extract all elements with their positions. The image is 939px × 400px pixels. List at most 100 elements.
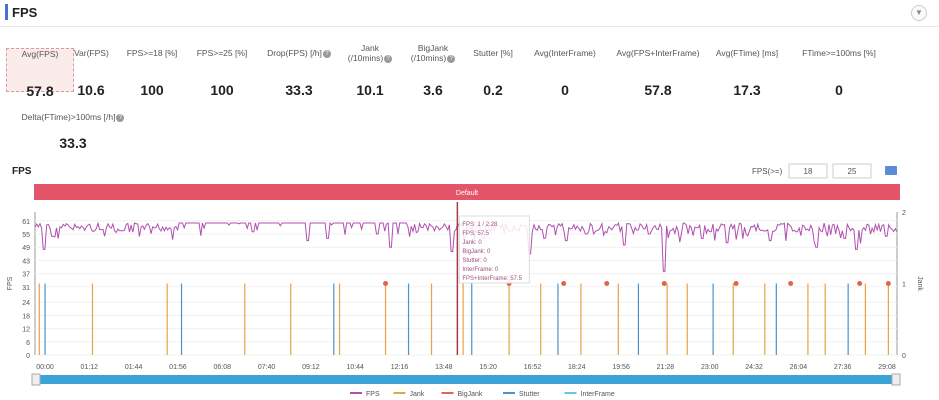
bigjank-marker	[733, 281, 739, 286]
band-label: Default	[456, 190, 478, 197]
x-tick-label: 06:08	[213, 364, 231, 371]
x-tick-label: 29:08	[878, 364, 896, 371]
metric-var-fps[interactable]: Var(FPS) 10.6	[74, 48, 109, 98]
metric-value: 57.8	[26, 83, 54, 99]
metric-avg-fps-interframe[interactable]: Avg(FPS+InterFrame) 57.8	[612, 48, 704, 98]
metric-value: 3.6	[423, 82, 443, 98]
metric-avg-interframe[interactable]: Avg(InterFrame) 0	[530, 48, 600, 98]
y-tick-label: 37	[22, 272, 30, 279]
fps-chart: FPS FPS(>=) 18 25Default0612182431374349556…	[7, 163, 923, 398]
metric-value: 0.2	[483, 82, 503, 98]
y-tick-label: 18	[22, 313, 30, 320]
metric-value: 10.6	[77, 82, 105, 98]
chart-title: FPS	[12, 166, 32, 177]
section-title: FPS	[12, 5, 38, 20]
metric-jank-10mins[interactable]: Jank (/10mins)? 10.1	[345, 43, 395, 98]
metric-label: Stutter [%]	[473, 48, 513, 58]
metric-value: 33.3	[59, 135, 87, 151]
metric-label: Avg(InterFrame)	[534, 48, 596, 58]
tooltip-line: BigJank: 0	[462, 249, 491, 255]
x-tick-label: 01:12	[81, 364, 99, 371]
help-icon[interactable]: ?	[384, 54, 393, 63]
y-tick-label: 24	[22, 300, 30, 307]
metric-value: 0	[561, 82, 569, 98]
y-tick-label: 12	[22, 327, 30, 334]
help-icon[interactable]: ?	[322, 49, 331, 58]
help-icon[interactable]: ?	[116, 113, 125, 122]
y-tick-label: 55	[22, 232, 30, 239]
threshold-input-2[interactable]	[832, 163, 872, 179]
x-tick-label: 24:32	[745, 364, 763, 371]
y-tick-label: 61	[22, 219, 30, 226]
bigjank-marker	[788, 281, 794, 286]
tooltip-line: InterFrame: 0	[462, 267, 499, 273]
bigjank-marker	[383, 281, 389, 286]
metric-value: 10.1	[356, 82, 384, 98]
metric-fps-25[interactable]: FPS>=25 [%] 100	[190, 48, 254, 98]
metric-value: 33.3	[285, 82, 313, 98]
bigjank-marker	[604, 281, 610, 286]
help-icon[interactable]: ?	[447, 54, 456, 63]
x-tick-label: 13:48	[435, 364, 453, 371]
bigjank-marker	[885, 281, 891, 286]
chart-settings-icon[interactable]	[885, 166, 897, 175]
metric-label: FPS>=18 [%]	[126, 48, 178, 58]
y-tick-label: 43	[22, 258, 30, 265]
x-tick-label: 09:12	[302, 364, 320, 371]
x-tick-label: 15:20	[479, 364, 497, 371]
x-tick-label: 07:40	[258, 364, 276, 371]
x-tick-label: 01:44	[125, 364, 143, 371]
metric-label: FPS>=25 [%]	[196, 48, 248, 58]
time-scrollbar[interactable]	[35, 375, 897, 384]
metric-value: 17.3	[733, 82, 761, 98]
y2-tick-label: 2	[902, 210, 906, 217]
metric-label: Delta(FTime)>100ms [/h]?	[18, 112, 128, 122]
chevron-down-icon[interactable]: ▼	[911, 5, 927, 21]
section-accent-bar	[5, 4, 8, 20]
bigjank-marker	[661, 281, 667, 286]
x-tick-label: 00:00	[36, 364, 54, 371]
x-tick-label: 16:52	[524, 364, 542, 371]
threshold-value-2: 25	[848, 167, 857, 176]
bigjank-marker	[561, 281, 567, 286]
scrollbar-handle-right[interactable]	[891, 373, 901, 386]
cursor-tooltip	[458, 215, 530, 284]
x-tick-label: 26:04	[790, 364, 808, 371]
metric-stutter[interactable]: Stutter [%] 0.2	[468, 48, 518, 98]
metric-label: FTime>=100ms [%]	[802, 48, 876, 58]
threshold-label: FPS(>=)	[752, 167, 783, 176]
legend-label: Stutter	[519, 391, 540, 398]
section-header: FPS ▼	[0, 0, 939, 27]
threshold-value-1: 18	[804, 167, 813, 176]
y-axis-label: FPS	[7, 276, 14, 290]
default-band[interactable]	[34, 184, 900, 200]
metric-delta-ftime-100ms-h[interactable]: Delta(FTime)>100ms [/h]? 33.3	[18, 112, 128, 151]
scrollbar-handle-left[interactable]	[31, 373, 41, 386]
metric-label: BigJank (/10mins)?	[405, 43, 461, 63]
metric-drop-fps-h[interactable]: Drop(FPS) [/h]? 33.3	[260, 48, 338, 98]
tooltip-line: FPS: 1 / 2.28	[462, 222, 498, 228]
y-tick-label: 6	[26, 340, 30, 347]
tooltip-line: FPS: 57.5	[462, 231, 489, 237]
metric-avg-ftime-ms[interactable]: Avg(FTime) [ms] 17.3	[710, 48, 784, 98]
metric-value: 57.8	[644, 82, 672, 98]
x-tick-label: 10:44	[346, 364, 364, 371]
metric-label: Drop(FPS) [/h]?	[260, 48, 338, 58]
x-tick-label: 18:24	[568, 364, 586, 371]
metric-avg-fps[interactable]: Avg(FPS) 57.8	[6, 48, 74, 99]
metric-label: Avg(FTime) [ms]	[715, 48, 779, 58]
metric-ftime-100ms[interactable]: FTime>=100ms [%] 0	[796, 48, 882, 98]
metric-bigjank-10mins[interactable]: BigJank (/10mins)? 3.6	[405, 43, 461, 98]
y2-axis-label: Jank	[916, 276, 923, 291]
tooltip-line: FPS+InterFrame: 57.5	[462, 276, 522, 282]
legend-label: InterFrame	[581, 391, 615, 398]
legend-label: FPS	[366, 391, 380, 398]
metric-value: 0	[835, 82, 843, 98]
y-tick-label: 0	[26, 353, 30, 360]
metric-fps-18[interactable]: FPS>=18 [%] 100	[120, 48, 184, 98]
y-tick-label: 49	[22, 245, 30, 252]
metric-label: Var(FPS)	[74, 48, 109, 58]
threshold-input-1[interactable]	[788, 163, 828, 179]
x-tick-label: 23:00	[701, 364, 719, 371]
tooltip-line: Jank: 0	[462, 240, 482, 246]
